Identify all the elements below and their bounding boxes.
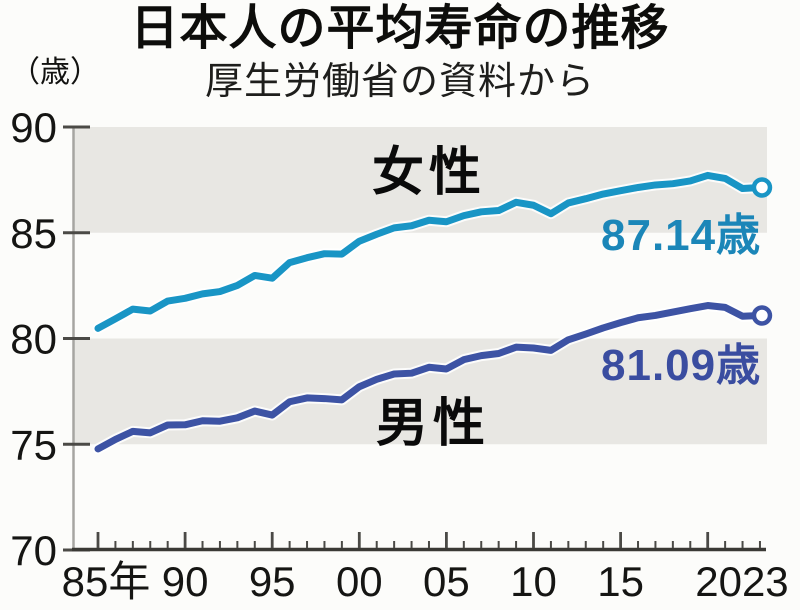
bands-group [73, 127, 767, 445]
x-tick-label: 2023 [695, 558, 788, 605]
value-label-male: 81.09歳 [601, 341, 762, 390]
chart-title: 日本人の平均寿命の推移 [130, 2, 670, 55]
y-tick-label: 90 [10, 104, 57, 151]
end-marker-male [751, 305, 773, 326]
series-label-male: 男性 [376, 395, 491, 453]
line-female [94, 171, 764, 332]
y-tick-label: 80 [10, 316, 57, 363]
value-label-female: 87.14歳 [601, 211, 762, 260]
y-tick-label: 70 [10, 527, 57, 574]
y-tick-label: 85 [10, 210, 57, 257]
line-male [94, 302, 764, 453]
x-tick-label: 15 [597, 558, 644, 605]
x-tick-label: 05 [423, 558, 470, 605]
x-tick-label: 10 [510, 558, 557, 605]
band [73, 127, 767, 233]
y-tick-label: 75 [10, 421, 57, 468]
series-group [92, 169, 773, 455]
x-tick-label: 90 [162, 558, 209, 605]
x-tick-label: 00 [336, 558, 383, 605]
x-tick-label: 85年 [62, 558, 151, 605]
y-axis-unit-label: （歳） [10, 56, 100, 89]
x-tick-label: 95 [249, 558, 296, 605]
end-marker-female [751, 177, 773, 198]
series-label-female: 女性 [372, 144, 487, 202]
chart-source-note: 厚生労働省の資料から [204, 61, 595, 103]
